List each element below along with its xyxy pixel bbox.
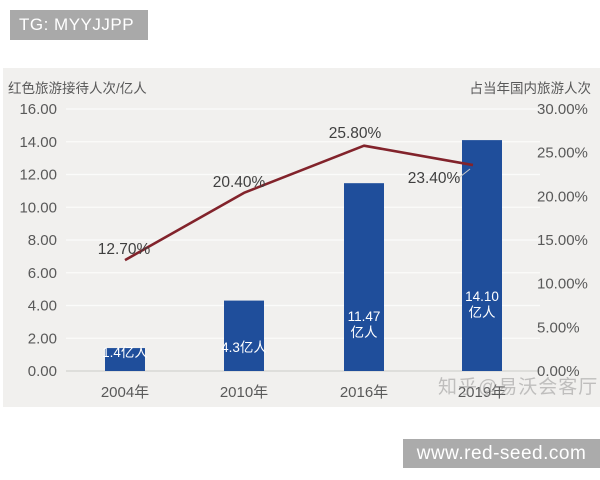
site-url-watermark: www.red-seed.com	[403, 439, 600, 468]
line-data-label: 25.80%	[329, 125, 382, 142]
right-axis-title: 占当年国内旅游人次	[469, 81, 592, 96]
bar	[105, 348, 145, 371]
line-series	[124, 144, 474, 262]
right-axis-tick-label: 15.00%	[537, 232, 588, 249]
left-axis-tick-label: 0.00	[28, 363, 57, 380]
data-label-leader-line	[455, 168, 471, 181]
x-axis-category-label: 2019年	[458, 384, 506, 401]
right-axis-tick-label: 25.00%	[537, 145, 588, 162]
left-axis-tick-label: 14.00	[19, 134, 57, 151]
right-axis-tick-label: 0.00%	[537, 363, 580, 380]
bar-value-label: 4.3亿人	[221, 340, 267, 355]
right-axis-tick-label: 30.00%	[537, 101, 588, 118]
bar-value-label: 亿人	[351, 325, 378, 340]
right-axis-tick-label: 20.00%	[537, 188, 588, 205]
x-axis-category-label: 2010年	[220, 384, 268, 401]
left-axis-tick-label: 8.00	[28, 232, 57, 249]
bar	[344, 183, 384, 371]
right-axis-tick-label: 5.00%	[537, 319, 580, 336]
bar-value-label: 1.4亿人	[102, 345, 148, 360]
left-axis-tick-label: 2.00	[28, 330, 57, 347]
bar-value-label: 11.47	[348, 309, 381, 324]
bar	[224, 300, 264, 371]
bar-value-label: 亿人	[469, 305, 496, 320]
left-axis-tick-label: 10.00	[19, 199, 57, 216]
tg-watermark-badge: TG: MYYJJPP	[10, 10, 148, 40]
line-data-label: 20.40%	[213, 174, 266, 191]
left-axis-tick-label: 6.00	[28, 265, 57, 282]
bar-value-label: 14.10	[465, 289, 499, 304]
left-axis-title: 红色旅游接待人次/亿人	[8, 81, 147, 96]
left-axis-tick-label: 4.00	[28, 298, 57, 315]
left-axis-tick-label: 12.00	[19, 167, 57, 184]
x-axis-category-label: 2016年	[340, 384, 388, 401]
right-axis-tick-label: 10.00%	[537, 276, 588, 293]
line-data-label: 12.70%	[98, 241, 151, 258]
bar	[462, 140, 502, 371]
x-axis-category-label: 2004年	[101, 384, 149, 401]
line-data-label: 23.40%	[408, 170, 461, 187]
left-axis-tick-label: 16.00	[19, 101, 57, 118]
zhihu-author-watermark: 知乎@易沃会客厅	[438, 377, 599, 398]
